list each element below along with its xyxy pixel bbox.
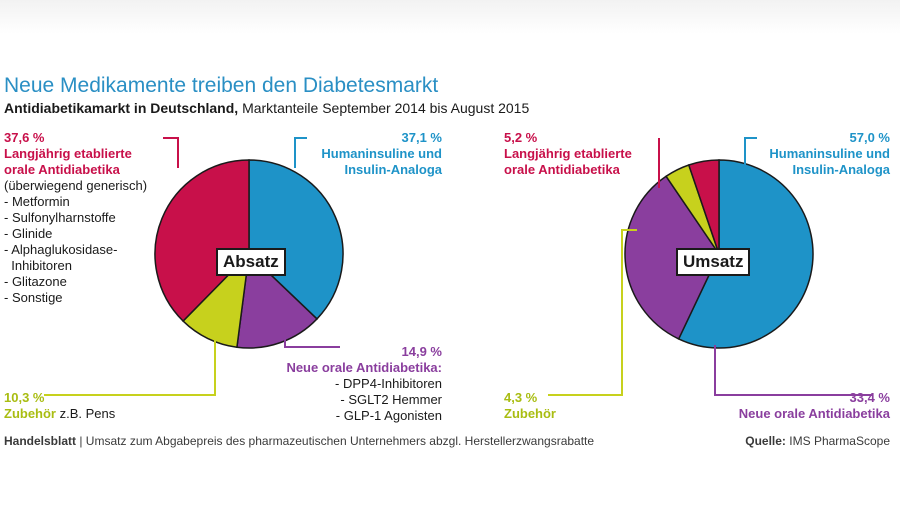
umsatz-insulin-name-2: Insulin-Analoga xyxy=(792,162,891,177)
footer-quelle-label: Quelle: xyxy=(745,434,786,448)
footer-brand: Handelsblatt xyxy=(4,434,77,448)
absatz-accessories-line: Zubehör z.B. Pens xyxy=(4,406,115,422)
leader-umsatz-insulin xyxy=(744,137,757,168)
slice-new-oral xyxy=(624,175,720,340)
umsatz-new-oral-pct: 33,4 % xyxy=(849,390,890,405)
umsatz-accessories-label: 4,3 % Zubehör xyxy=(504,390,556,422)
absatz-accessories-name: Zubehör xyxy=(4,406,56,421)
footer-note: | Umsatz zum Abgabepreis des pharmazeuti… xyxy=(79,434,595,448)
leader-absatz-accessories xyxy=(44,330,216,396)
absatz-established-item: - Metformin xyxy=(4,194,70,209)
leader-absatz-insulin xyxy=(294,137,307,168)
chart-subtitle: Antidiabetikamarkt in Deutschland, Markt… xyxy=(4,100,529,116)
subtitle-rest: Marktanteile September 2014 bis August 2… xyxy=(242,100,530,116)
absatz-established-item: - Glinide xyxy=(4,226,53,241)
absatz-established-note: (überwiegend generisch) xyxy=(4,178,148,193)
absatz-established-item: - Sonstige xyxy=(4,290,63,305)
absatz-insulin-label: 37,1 % Humaninsuline und Insulin-Analoga xyxy=(321,130,442,178)
umsatz-established-name-1: Langjährig etablierte xyxy=(504,146,632,161)
absatz-established-pct: 37,6 % xyxy=(4,130,45,145)
subtitle-bold: Antidiabetikamarkt in Deutschland, xyxy=(4,100,239,116)
absatz-new-oral-name: Neue orale Antidiabetika: xyxy=(286,360,442,375)
chart-title: Neue Medikamente treiben den Diabetesmar… xyxy=(4,74,439,97)
leader-umsatz-new-oral xyxy=(714,345,872,396)
umsatz-insulin-label: 57,0 % Humaninsuline und Insulin-Analoga xyxy=(769,130,890,178)
top-strip xyxy=(0,0,900,34)
absatz-accessories-note: z.B. Pens xyxy=(59,406,116,421)
absatz-accessories-pct: 10,3 % xyxy=(4,390,45,405)
slice-new-oral xyxy=(236,252,319,349)
umsatz-accessories-name: Zubehör xyxy=(504,406,556,421)
umsatz-established-label: 5,2 % Langjährig etablierte orale Antidi… xyxy=(504,130,632,178)
leader-umsatz-accessories xyxy=(548,229,637,396)
absatz-established-item: - Glitazone xyxy=(4,274,67,289)
footer-quelle: Quelle: IMS PharmaScope xyxy=(745,434,890,448)
umsatz-accessories-pct: 4,3 % xyxy=(504,390,538,405)
umsatz-established-name-2: orale Antidiabetika xyxy=(504,162,620,177)
footer-source: Handelsblatt | Umsatz zum Abgabepreis de… xyxy=(4,434,594,448)
slice-insulin xyxy=(248,159,344,320)
absatz-established-name-2: orale Antidiabetika xyxy=(4,162,120,177)
absatz-pie xyxy=(154,159,344,349)
absatz-new-oral-item: - SGLT2 Hemmer xyxy=(340,392,442,407)
absatz-new-oral-item: - GLP-1 Agonisten xyxy=(335,408,442,423)
umsatz-insulin-name-1: Humaninsuline und xyxy=(769,146,890,161)
slice-established xyxy=(687,159,720,255)
umsatz-established-pct: 5,2 % xyxy=(504,130,538,145)
absatz-established-name-1: Langjährig etablierte xyxy=(4,146,132,161)
absatz-new-oral-item: - DPP4-Inhibitoren xyxy=(335,376,442,391)
absatz-insulin-pct: 37,1 % xyxy=(401,130,442,145)
absatz-insulin-name-1: Humaninsuline und xyxy=(321,146,442,161)
absatz-established-item: Inhibitoren xyxy=(4,258,72,273)
absatz-new-oral-label: 14,9 % Neue orale Antidiabetika: - DPP4-… xyxy=(286,344,442,424)
umsatz-new-oral-name: Neue orale Antidiabetika xyxy=(738,406,890,421)
umsatz-new-oral-label: 33,4 % Neue orale Antidiabetika xyxy=(739,390,890,422)
umsatz-label-box: Umsatz xyxy=(676,248,751,276)
absatz-accessories-label: 10,3 % Zubehör z.B. Pens xyxy=(4,390,115,422)
leader-lines xyxy=(44,137,872,396)
absatz-established-item: - Sulfonylharnstoffe xyxy=(4,210,116,225)
umsatz-insulin-pct: 57,0 % xyxy=(849,130,890,145)
absatz-established-item: - Alphaglukosidase- xyxy=(4,242,118,257)
slice-established xyxy=(154,159,250,323)
absatz-established-label: 37,6 % Langjährig etablierte orale Antid… xyxy=(4,130,147,306)
absatz-new-oral-pct: 14,9 % xyxy=(401,344,442,359)
footer-quelle-value: IMS PharmaScope xyxy=(789,434,890,448)
leader-absatz-new-oral xyxy=(284,338,340,348)
leader-absatz-established xyxy=(163,137,179,168)
absatz-label-box: Absatz xyxy=(216,248,286,276)
absatz-insulin-name-2: Insulin-Analoga xyxy=(344,162,443,177)
